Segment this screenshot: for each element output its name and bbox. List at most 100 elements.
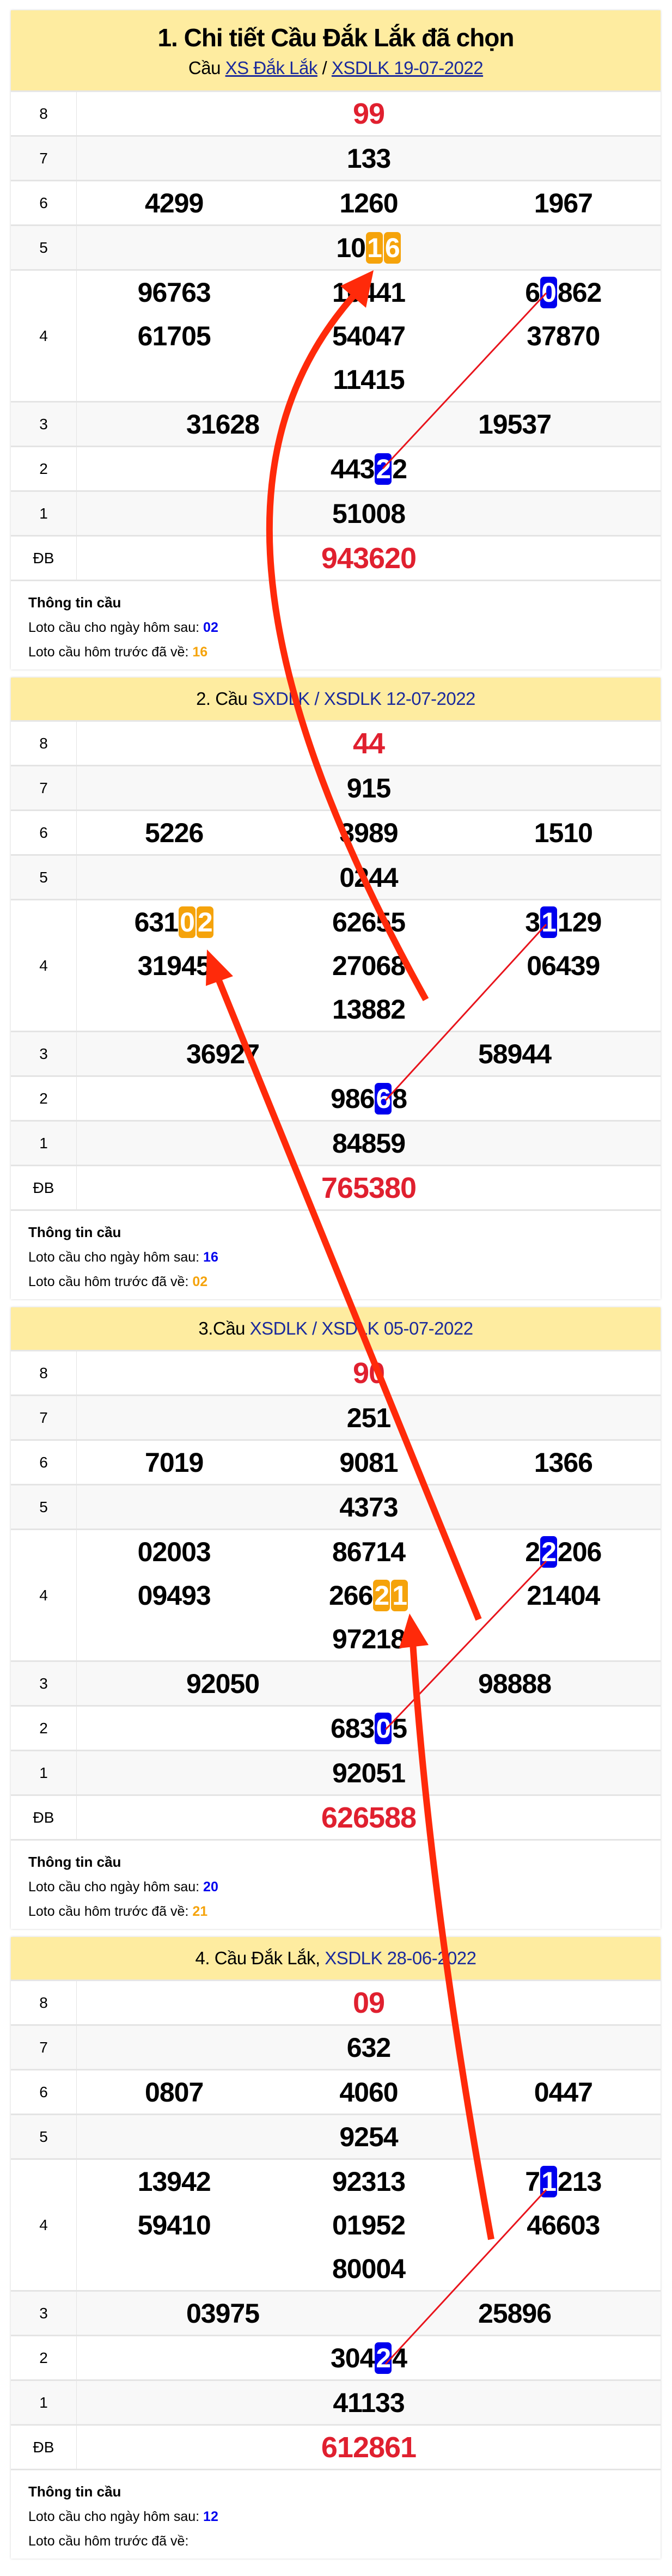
result-date-link[interactable]: XSDLK / XSDLK 05-07-2022 [249, 1318, 473, 1338]
result-date-link[interactable]: XSDLK 28-06-2022 [325, 1948, 476, 1968]
previous-loto: Loto cầu hôm trước đã về: [28, 2534, 661, 2549]
number-digits: 5 [392, 1713, 407, 1744]
prize-label: 2 [11, 2336, 77, 2379]
prize-number: 03975 [186, 2298, 260, 2329]
prize-label: 5 [11, 1485, 77, 1528]
prize-number: 25896 [478, 2298, 552, 2329]
prize-values: 13942 92313 7 1 213 59410 01952 46603 80004 [77, 2160, 661, 2290]
prize-label: 8 [11, 722, 77, 765]
prize-number: 765380 [321, 1171, 417, 1204]
prize-number: 1260 [339, 187, 398, 218]
number-digits: 6 [525, 277, 540, 308]
previous-label: Loto cầu hôm trước đã về: [28, 1274, 193, 1289]
prize-values: 443 2 2 [77, 447, 661, 490]
prize-row-3: 3 31628 19537 [11, 403, 661, 447]
highlight-digit-blue: 1 [540, 2166, 557, 2197]
number-digits: 683 [330, 1713, 375, 1744]
prize-row-6: 6 5226 3989 1510 [11, 811, 661, 856]
result-date-link[interactable]: XSDLK 19-07-2022 [331, 57, 484, 78]
prize-label: 1 [11, 492, 77, 535]
number-digits: 3 [525, 907, 540, 937]
prize-values: 632 [77, 2026, 661, 2069]
prize-row-2: 2 443 2 2 [11, 447, 661, 492]
prize-row-db: ĐB 626588 [11, 1796, 661, 1841]
prize-row-8: 8 44 [11, 722, 661, 766]
prize-row-7: 7 133 [11, 137, 661, 181]
previous-label: Loto cầu hôm trước đã về: [28, 2534, 189, 2549]
cau-list: 1. Chi tiết Cầu Đắk Lắk đã chọn Cầu XS Đắ… [0, 10, 672, 2567]
prize-number: 4060 [339, 2076, 398, 2108]
number-digits: 213 [557, 2166, 602, 2197]
prize-number: 21404 [527, 1580, 600, 1611]
prize-values: 626588 [77, 1796, 661, 1839]
prize-values: 683 0 5 [77, 1707, 661, 1750]
card-header: 3.Cầu XSDLK / XSDLK 05-07-2022 [11, 1307, 661, 1351]
prize-label: 2 [11, 1707, 77, 1750]
card-title: 1. Chi tiết Cầu Đắk Lắk đã chọn [157, 23, 514, 52]
prize-values: 03975 25896 [77, 2292, 661, 2335]
prize-number: 4373 [339, 1491, 398, 1523]
prize-number: 97218 [332, 1623, 406, 1654]
previous-label: Loto cầu hôm trước đã về: [28, 1904, 193, 1919]
number-digits: 2 [392, 453, 407, 484]
prize-number: 6 0 862 [525, 277, 602, 308]
highlight-digit-orange: 2 [373, 1580, 390, 1611]
prize-number: 2 2 206 [525, 1536, 602, 1568]
card-header: 2. Cầu SXDLK / XSDLK 12-07-2022 [11, 678, 661, 722]
number-digits: 862 [557, 277, 602, 308]
highlight-digit-orange: 1 [391, 1580, 408, 1611]
prize-row-6: 6 7019 9081 1366 [11, 1441, 661, 1485]
prize-number: 01952 [332, 2210, 406, 2240]
previous-loto: Loto cầu hôm trước đã về: 02 [28, 1274, 661, 1290]
prize-number: 92050 [186, 1668, 260, 1699]
number-digits: 4 [392, 2342, 407, 2373]
prize-number: 7 1 213 [525, 2166, 602, 2197]
prize-row-7: 7 915 [11, 766, 661, 811]
cau-info: Thông tin cầu Loto cầu cho ngày hôm sau: … [11, 1211, 661, 1299]
prize-values: 631 0 2 62655 3 1 129 31945 27068 06439 13882 [77, 900, 661, 1031]
prize-row-5: 5 0244 [11, 856, 661, 900]
prize-number: 37870 [527, 321, 600, 351]
number-digits: 443 [330, 453, 375, 484]
prize-label: 6 [11, 181, 77, 224]
cau-info: Thông tin cầu Loto cầu cho ngày hôm sau: … [11, 581, 661, 669]
highlight-digit-blue: 0 [375, 1712, 392, 1744]
previous-value: 16 [192, 644, 208, 660]
prize-label: 6 [11, 2070, 77, 2114]
xs-dak-lak-link[interactable]: XS Đắk Lắk [225, 57, 318, 78]
prize-label: ĐB [11, 537, 77, 580]
prize-values: 99 [77, 92, 661, 135]
next-day-value: 12 [203, 2509, 218, 2524]
prize-values: 44 [77, 722, 661, 765]
prize-number: 92313 [332, 2166, 406, 2197]
prize-number: 5226 [145, 817, 204, 848]
prize-label: 3 [11, 2292, 77, 2335]
prize-label: ĐB [11, 1166, 77, 1209]
prize-values: 31628 19537 [77, 403, 661, 446]
prize-row-4: 4 631 0 2 62655 3 1 129 31945 27068 06439 13882 [11, 900, 661, 1032]
prize-number: 9254 [339, 2121, 398, 2152]
prize-number: 09 [352, 1986, 385, 2019]
prize-label: 5 [11, 856, 77, 899]
highlight-digit-blue: 1 [540, 906, 557, 938]
prize-row-8: 8 90 [11, 1351, 661, 1396]
prize-number: 90 [352, 1356, 385, 1390]
prize-number: 0447 [534, 2076, 593, 2108]
highlight-digit-orange: 0 [179, 906, 196, 938]
cau-card: 1. Chi tiết Cầu Đắk Lắk đã chọn Cầu XS Đắ… [11, 10, 661, 669]
next-day-label: Loto cầu cho ngày hôm sau: [28, 2509, 204, 2524]
next-day-value: 02 [203, 620, 218, 635]
prize-row-4: 4 02003 86714 2 2 206 09493 266 2 1 21404 97218 [11, 1530, 661, 1662]
prize-values: 92050 98888 [77, 1662, 661, 1705]
next-day-loto: Loto cầu cho ngày hôm sau: 02 [28, 620, 661, 636]
prize-label: 2 [11, 447, 77, 490]
prize-number: 13942 [137, 2166, 211, 2197]
prize-values: 0244 [77, 856, 661, 899]
next-day-label: Loto cầu cho ngày hôm sau: [28, 620, 204, 635]
prize-number: 133 [346, 143, 391, 174]
prize-row-1: 1 51008 [11, 492, 661, 537]
prize-row-7: 7 632 [11, 2026, 661, 2070]
result-date-link[interactable]: SXDLK / XSDLK 12-07-2022 [252, 689, 475, 709]
prize-row-1: 1 84859 [11, 1122, 661, 1166]
prize-number: 62655 [332, 907, 406, 937]
